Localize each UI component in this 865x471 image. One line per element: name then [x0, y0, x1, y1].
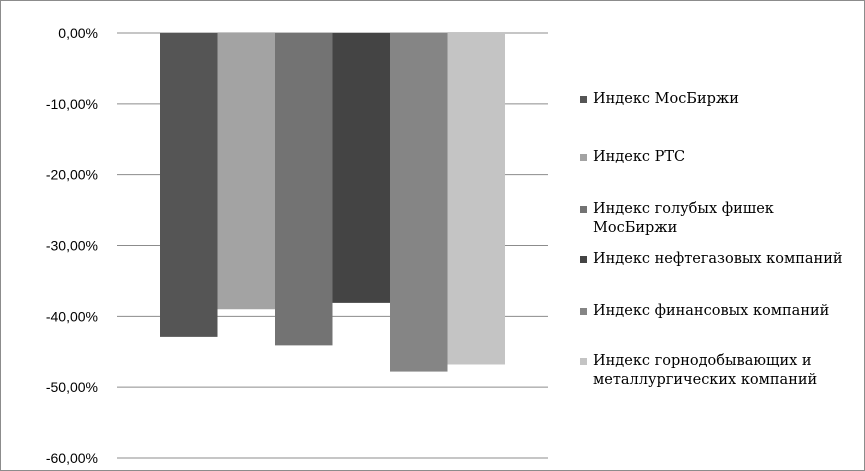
legend-swatch	[580, 358, 587, 365]
legend-swatch	[580, 154, 587, 161]
y-tick-label: -40,00%	[46, 308, 98, 324]
bars	[160, 33, 505, 372]
legend-label: Индекс нефтегазовых компаний	[593, 251, 843, 267]
y-tick-label: 0,00%	[58, 25, 98, 41]
y-tick-label: -20,00%	[46, 167, 98, 183]
legend-label: Индекс финансовых компаний	[593, 303, 830, 319]
y-tick-label: -10,00%	[46, 96, 98, 112]
bar	[160, 33, 218, 337]
legend-item: Индекс РТС	[580, 148, 685, 167]
legend-swatch	[580, 256, 587, 263]
bar	[447, 33, 505, 365]
bar	[217, 33, 275, 310]
y-tick-label: -50,00%	[46, 379, 98, 395]
legend-label: Индекс РТС	[593, 149, 686, 165]
legend-item: Индекс голубых фишек МосБиржи	[580, 200, 862, 238]
bar	[390, 33, 448, 372]
bar	[275, 33, 333, 346]
legend-item: Индекс МосБиржи	[580, 90, 739, 109]
y-tick-label: -60,00%	[46, 450, 98, 466]
y-axis-tick-labels: 0,00% -10,00% -20,00% -30,00% -40,00% -50,00%…	[46, 25, 98, 466]
legend-label: Индекс МосБиржи	[593, 91, 739, 107]
y-tick-label: -30,00%	[46, 238, 98, 254]
legend-item: Индекс нефтегазовых компаний	[580, 250, 843, 269]
legend-item: Индекс горнодобывающих и металлургически…	[580, 352, 862, 390]
legend-swatch	[580, 96, 587, 103]
legend-label: Индекс голубых фишек МосБиржи	[593, 201, 774, 236]
legend-item: Индекс финансовых компаний	[580, 302, 829, 321]
legend-label: Индекс горнодобывающих и металлургически…	[593, 353, 818, 388]
legend-swatch	[580, 206, 587, 213]
legend-swatch	[580, 308, 587, 315]
bar	[332, 33, 390, 303]
